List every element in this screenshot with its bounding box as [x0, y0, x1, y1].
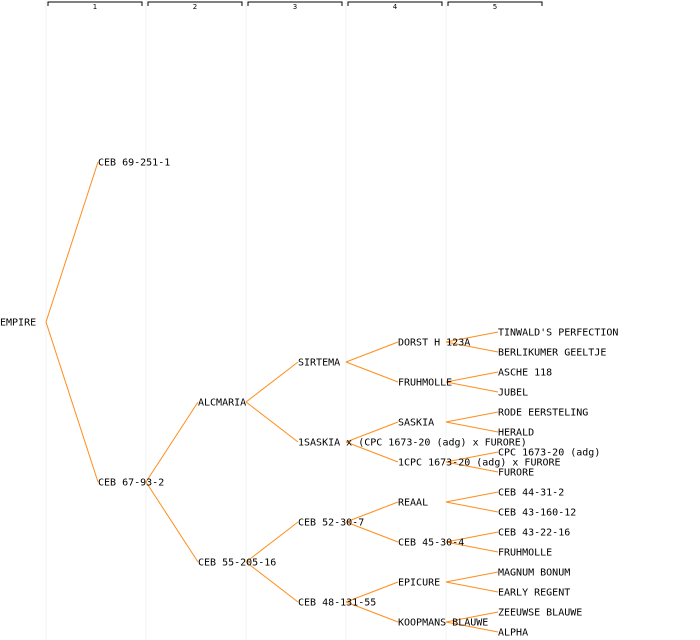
tree-edges — [45, 161, 499, 633]
parent-link — [345, 521, 399, 543]
generation-bracket — [247, 1, 343, 6]
pedigree-node: CEB 48-131-55 — [298, 598, 376, 609]
parent-link — [345, 501, 399, 523]
parent-link — [445, 491, 499, 503]
parent-link — [445, 451, 499, 463]
pedigree-node: 1CPC 1673-20 (adg) x FURORE — [398, 458, 561, 469]
pedigree-node: JUBEL — [498, 388, 528, 399]
pedigree-node: CEB 43-22-16 — [498, 528, 570, 539]
parent-link — [245, 521, 299, 563]
parent-link — [345, 421, 399, 443]
generation-columns — [45, 0, 447, 640]
generation-number: 5 — [493, 3, 497, 11]
parent-link — [445, 331, 499, 343]
pedigree-node: FURORE — [498, 468, 534, 479]
parent-link — [445, 501, 499, 513]
parent-link — [445, 621, 499, 633]
pedigree-node: CEB 67-93-2 — [98, 478, 164, 489]
pedigree-node: CEB 55-205-16 — [198, 558, 276, 569]
pedigree-node: ZEEUWSE BLAUWE — [498, 608, 582, 619]
generation-bracket — [47, 1, 143, 6]
parent-link — [145, 401, 199, 483]
generation-number: 2 — [193, 3, 197, 11]
pedigree-node: ASCHE 118 — [498, 368, 552, 379]
parent-link — [345, 341, 399, 363]
pedigree-node: CPC 1673-20 (adg) — [498, 448, 600, 459]
parent-link — [245, 361, 299, 403]
generation-number: 3 — [293, 3, 297, 11]
generation-header: 1 2 3 4 5 — [47, 1, 543, 11]
parent-link — [445, 421, 499, 433]
generation-bracket — [447, 1, 543, 6]
parent-link — [445, 341, 499, 353]
parent-link — [445, 371, 499, 383]
pedigree-node: ALCMARIA — [198, 398, 246, 409]
parent-link — [445, 581, 499, 593]
tree-nodes: EMPIRE CEB 69-251-1 CEB 67-93-2 ALCMARIA SIR… — [0, 158, 618, 639]
pedigree-node: SIRTEMA — [298, 358, 340, 369]
pedigree-node: EMPIRE — [0, 318, 36, 329]
parent-link — [245, 561, 299, 603]
parent-link — [145, 481, 199, 563]
generation-bracket — [347, 1, 443, 6]
generation-number: 4 — [393, 3, 398, 11]
pedigree-node: HERALD — [498, 428, 534, 439]
parent-link — [45, 321, 99, 483]
parent-link — [45, 161, 99, 323]
pedigree-node: TINWALD'S PERFECTION — [498, 328, 618, 339]
pedigree-node: 1SASKIA x (CPC 1673-20 (adg) x FURORE) — [298, 438, 527, 449]
pedigree-node: MAGNUM BONUM — [498, 568, 570, 579]
pedigree-node: FRUHMOLLE — [498, 548, 552, 559]
pedigree-node: EARLY REGENT — [498, 588, 570, 599]
pedigree-node: CEB 69-251-1 — [98, 158, 170, 169]
pedigree-node: DORST H 123A — [398, 338, 470, 349]
parent-link — [445, 571, 499, 583]
parent-link — [345, 361, 399, 383]
parent-link — [345, 441, 399, 463]
parent-link — [245, 401, 299, 443]
parent-link — [345, 581, 399, 603]
parent-link — [445, 541, 499, 553]
parent-link — [445, 461, 499, 473]
pedigree-node: SASKIA — [398, 418, 434, 429]
pedigree-node: RODE EERSTELING — [498, 408, 588, 419]
generation-bracket — [147, 1, 243, 6]
pedigree-node: BERLIKUMER GEELTJE — [498, 348, 606, 359]
parent-link — [445, 611, 499, 623]
pedigree-node: FRUHMOLLE — [398, 378, 452, 389]
pedigree-node: CEB 45-30-4 — [398, 538, 464, 549]
parent-link — [445, 411, 499, 423]
pedigree-node: ALPHA — [498, 628, 528, 639]
parent-link — [345, 601, 399, 623]
pedigree-node: CEB 44-31-2 — [498, 488, 564, 499]
parent-link — [445, 531, 499, 543]
pedigree-node: EPICURE — [398, 578, 440, 589]
pedigree-node: REAAL — [398, 498, 428, 509]
parent-link — [445, 381, 499, 393]
pedigree-node: CEB 52-30-7 — [298, 518, 364, 529]
pedigree-node: KOOPMANS BLAUWE — [398, 618, 488, 629]
pedigree-node: CEB 43-160-12 — [498, 508, 576, 519]
generation-number: 1 — [93, 3, 97, 11]
